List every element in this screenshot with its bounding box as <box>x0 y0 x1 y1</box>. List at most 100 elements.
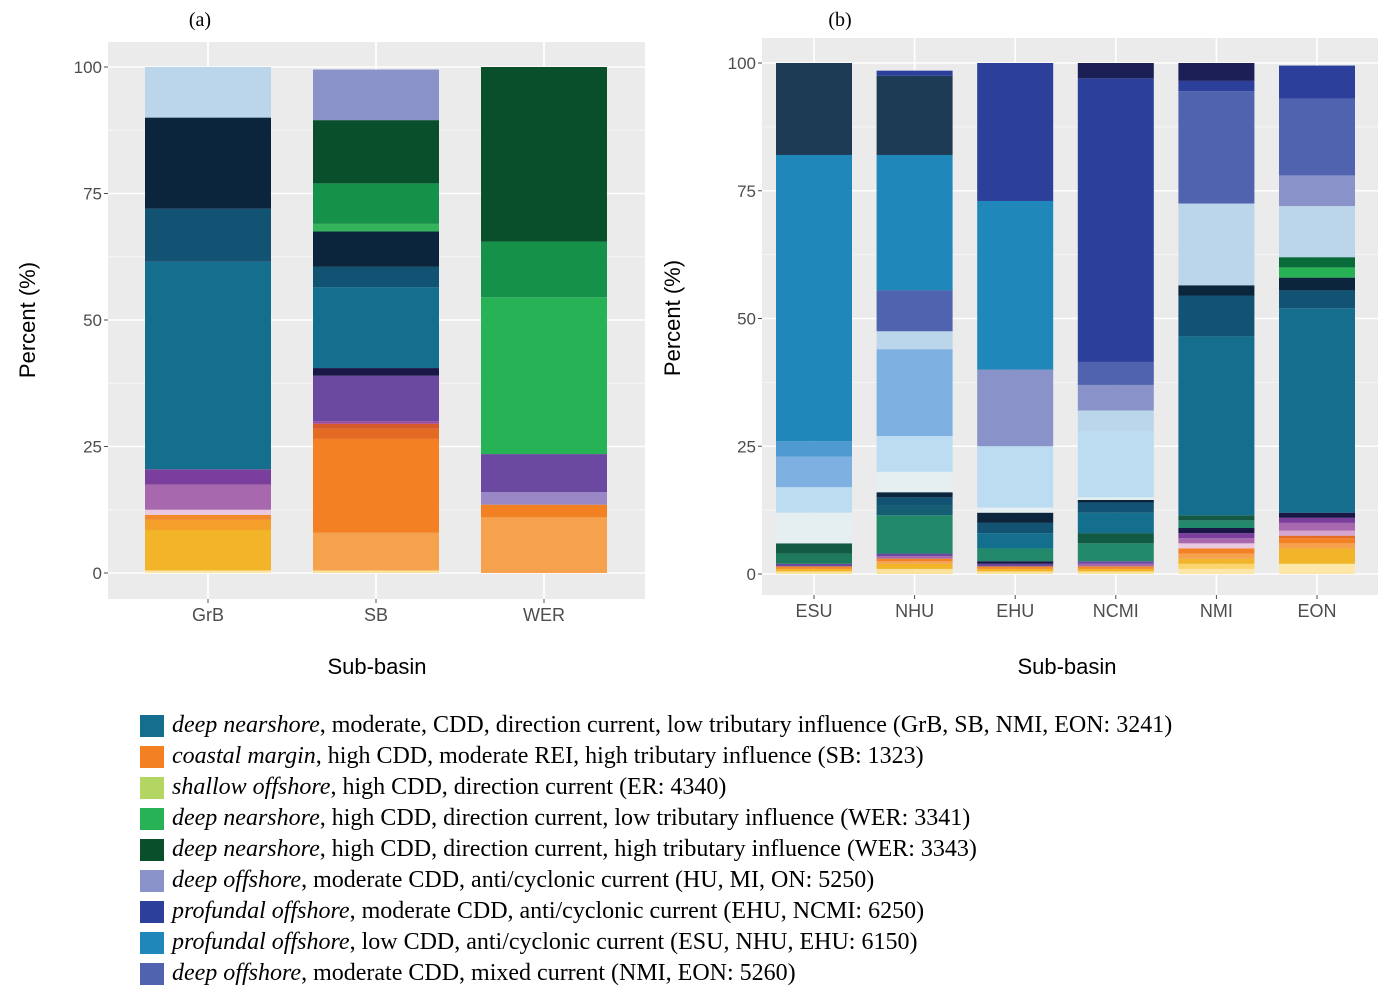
bar-segment <box>1077 499 1154 503</box>
bar-segment <box>977 563 1054 567</box>
legend-swatch <box>140 838 164 861</box>
bar-segment <box>1178 80 1255 92</box>
bar-segment <box>977 369 1054 447</box>
legend-label-rest: , high CDD, direction current, low tribu… <box>319 805 971 831</box>
bar-segment <box>1279 548 1355 564</box>
bar-segment <box>876 75 953 155</box>
bar-segment <box>876 553 953 557</box>
bar-segment <box>1279 517 1355 523</box>
bar-segment <box>481 504 607 518</box>
bar-segment <box>776 456 852 488</box>
bar-segment <box>313 438 439 533</box>
legend-label-italic: shallow offshore <box>172 774 331 800</box>
bar-segment <box>1077 533 1154 544</box>
bar-segment <box>481 297 607 455</box>
bar-segment <box>876 561 953 564</box>
x-tick-label: NCMI <box>1093 601 1139 621</box>
panel-b-x-axis-label: Sub-basin <box>1017 654 1116 679</box>
legend-label-rest: , moderate, CDD, direction current, low … <box>319 712 1173 738</box>
bar-segment <box>776 63 852 155</box>
bar-segment <box>876 471 953 493</box>
legend-label: deep nearshore, high CDD, direction curr… <box>172 836 977 863</box>
bar-segment <box>1178 295 1255 337</box>
bar-segment <box>145 509 271 515</box>
legend-label-italic: profundal offshore <box>172 929 350 955</box>
bar-segment <box>1279 530 1355 536</box>
bar-segment <box>876 154 953 291</box>
bar-segment <box>876 492 953 498</box>
legend-label-rest: , low CDD, anti/cyclonic current (ESU, N… <box>349 929 918 955</box>
bar-segment <box>313 287 439 369</box>
bar-segment <box>313 428 439 439</box>
legend-label-rest: , moderate CDD, anti/cyclonic current (E… <box>349 898 925 924</box>
bar-segment <box>313 223 439 232</box>
bar-segment <box>313 266 439 288</box>
bar-segment <box>1279 512 1355 518</box>
bar-segment <box>776 441 852 457</box>
bar-segment <box>1077 497 1154 500</box>
legend-label: profundal offshore, moderate CDD, anti/c… <box>172 898 924 925</box>
legend-item: profundal offshore, moderate CDD, anti/c… <box>140 896 1370 927</box>
bar-segment <box>481 492 607 505</box>
panel-b-x-tick-labels: ESU NHU EHU NCMI NMI EON <box>795 601 1336 621</box>
bar-segment <box>1279 535 1355 539</box>
bar-segment <box>1178 563 1255 569</box>
y-tick-label: 50 <box>737 310 756 329</box>
legend-label: deep nearshore, high CDD, direction curr… <box>172 805 970 832</box>
legend-label-rest: , moderate CDD, mixed current (NMI, EON:… <box>301 960 796 986</box>
bar-segment <box>313 421 439 424</box>
legend-label: deep nearshore, moderate, CDD, direction… <box>172 712 1172 739</box>
stacked-bar-charts: (a) 0 25 50 75 100 GrB SB WER Percent (%) Sub-… <box>15 9 1378 679</box>
x-tick-label: EON <box>1297 601 1336 621</box>
legend-swatch <box>140 714 164 737</box>
legend-label-italic: deep nearshore <box>172 805 320 831</box>
legend-item: profundal offshore, low CDD, anti/cyclon… <box>140 927 1370 958</box>
bar-segment <box>1077 502 1154 513</box>
bar-segment <box>876 436 953 472</box>
bar-segment <box>313 368 439 376</box>
bar-segment <box>1279 522 1355 531</box>
bar-segment <box>145 67 271 118</box>
legend-item: coastal margin, high CDD, moderate REI, … <box>140 741 1370 772</box>
legend-item: deep nearshore, high CDD, direction curr… <box>140 803 1370 834</box>
panel-b-y-tick-labels: 0 25 50 75 100 <box>728 54 756 584</box>
legend-item: deep offshore, moderate CDD, anti/cyclon… <box>140 865 1370 896</box>
bar-segment <box>977 566 1054 569</box>
bar-segment <box>977 522 1054 534</box>
bar-segment <box>876 349 953 437</box>
bar-segment <box>776 487 852 513</box>
legend-label-italic: deep offshore <box>172 960 302 986</box>
bar-segment <box>1077 566 1154 569</box>
bar-segment <box>1279 98 1355 176</box>
y-tick-label: 75 <box>737 182 756 201</box>
bar-segment <box>313 183 439 224</box>
bar-segment <box>1279 257 1355 268</box>
legend-swatch <box>140 807 164 830</box>
bar-segment <box>876 568 953 574</box>
x-tick-label: NMI <box>1200 601 1233 621</box>
panel-a-x-axis-label: Sub-basin <box>327 654 426 679</box>
bar-segment <box>1279 65 1355 99</box>
bar-segment <box>1279 175 1355 207</box>
panel-b-bars <box>776 63 1355 574</box>
bar-segment <box>313 231 439 267</box>
bar-segment <box>1279 543 1355 549</box>
legend-swatch <box>140 776 164 799</box>
panel-a-bars <box>145 67 607 573</box>
bar-segment <box>1178 336 1255 516</box>
panel-b-y-axis-label: Percent (%) <box>660 260 685 376</box>
legend-label-rest: , high CDD, direction current (ER: 4340) <box>330 774 727 800</box>
bar-segment <box>145 117 271 209</box>
bar-segment <box>876 290 953 332</box>
bar-segment <box>776 563 852 567</box>
bar-segment <box>1077 78 1154 362</box>
bar-segment <box>313 69 439 121</box>
bar-segment <box>1077 384 1154 411</box>
bar-segment <box>876 558 953 562</box>
bar-segment <box>876 556 953 559</box>
bar-segment <box>145 514 271 520</box>
bar-segment <box>776 543 852 554</box>
bar-segment <box>145 208 271 262</box>
x-tick-label: WER <box>523 605 565 625</box>
y-tick-label: 100 <box>74 58 102 77</box>
